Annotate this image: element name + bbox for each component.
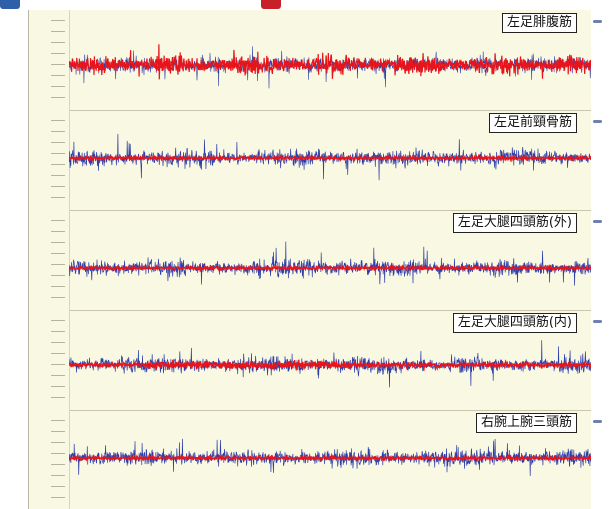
axis-tick: [51, 297, 65, 298]
channel-1-label: 左足腓腹筋: [501, 13, 577, 33]
channel-2: 左足前頸骨筋: [29, 110, 602, 211]
axis-tick: [51, 442, 65, 443]
channel-2-waveform: [69, 133, 591, 181]
channel-1-end-marker: [593, 20, 602, 23]
channel-5: 右腕上腕三頭筋: [29, 410, 602, 509]
axis-tick: [51, 253, 65, 254]
channel-1-axis: [29, 10, 70, 110]
axis-tick: [51, 375, 65, 376]
axis-tick: [51, 264, 65, 265]
channel-5-waveform: [69, 438, 591, 477]
channel-4-waveform: [69, 340, 591, 388]
blue-signal-trace: [69, 241, 591, 286]
channel-2-axis: [29, 110, 70, 210]
axis-tick: [51, 275, 65, 276]
channel-1: 左足腓腹筋: [29, 10, 602, 111]
channel-4: 左足大腿四頭筋(内): [29, 310, 602, 411]
axis-tick: [51, 386, 65, 387]
channel-1-waveform: [69, 44, 591, 89]
axis-tick: [51, 453, 65, 454]
axis-tick: [51, 186, 65, 187]
axis-tick: [51, 197, 65, 198]
axis-tick: [51, 86, 65, 87]
channel-2-end-marker: [593, 120, 602, 123]
red-legend-marker: [261, 0, 281, 9]
red-signal-trace: [69, 358, 591, 371]
axis-tick: [51, 420, 65, 421]
channel-4-axis: [29, 310, 70, 410]
axis-tick: [51, 431, 65, 432]
red-signal-trace: [69, 153, 591, 163]
axis-tick: [51, 42, 65, 43]
channel-3-axis: [29, 210, 70, 310]
axis-tick: [51, 220, 65, 221]
axis-tick: [51, 97, 65, 98]
axis-tick: [51, 497, 65, 498]
axis-tick: [51, 153, 65, 154]
axis-tick: [51, 342, 65, 343]
channel-3-label: 左足大腿四頭筋(外): [452, 213, 577, 233]
axis-tick: [51, 353, 65, 354]
axis-tick: [51, 20, 65, 21]
channel-2-label: 左足前頸骨筋: [488, 113, 577, 133]
axis-tick: [51, 64, 65, 65]
red-signal-trace: [69, 44, 591, 80]
channel-5-axis: [29, 410, 70, 509]
axis-tick: [51, 397, 65, 398]
channel-4-label: 左足大腿四頭筋(内): [452, 313, 577, 333]
axis-tick: [51, 75, 65, 76]
emg-plot-area: 左足腓腹筋 左足前頸骨筋 左足大腿四頭筋(外) 左足大腿四頭筋(内) 右腕上腕三…: [28, 10, 602, 509]
axis-tick: [51, 31, 65, 32]
axis-tick: [51, 164, 65, 165]
axis-tick: [51, 142, 65, 143]
axis-tick: [51, 231, 65, 232]
axis-tick: [51, 364, 65, 365]
channel-4-end-marker: [593, 320, 602, 323]
axis-tick: [51, 464, 65, 465]
blue-legend-marker: [0, 0, 20, 9]
axis-tick: [51, 486, 65, 487]
channel-5-end-marker: [593, 420, 602, 423]
axis-tick: [51, 131, 65, 132]
axis-tick: [51, 53, 65, 54]
axis-tick: [51, 320, 65, 321]
red-signal-trace: [69, 264, 591, 273]
axis-tick: [51, 286, 65, 287]
axis-tick: [51, 120, 65, 121]
axis-tick: [51, 331, 65, 332]
axis-tick: [51, 242, 65, 243]
axis-tick: [51, 475, 65, 476]
axis-tick: [51, 175, 65, 176]
channel-3-end-marker: [593, 220, 602, 223]
channel-3-waveform: [69, 241, 591, 286]
channel-5-label: 右腕上腕三頭筋: [475, 413, 577, 433]
red-signal-trace: [69, 453, 591, 463]
channel-3: 左足大腿四頭筋(外): [29, 210, 602, 311]
